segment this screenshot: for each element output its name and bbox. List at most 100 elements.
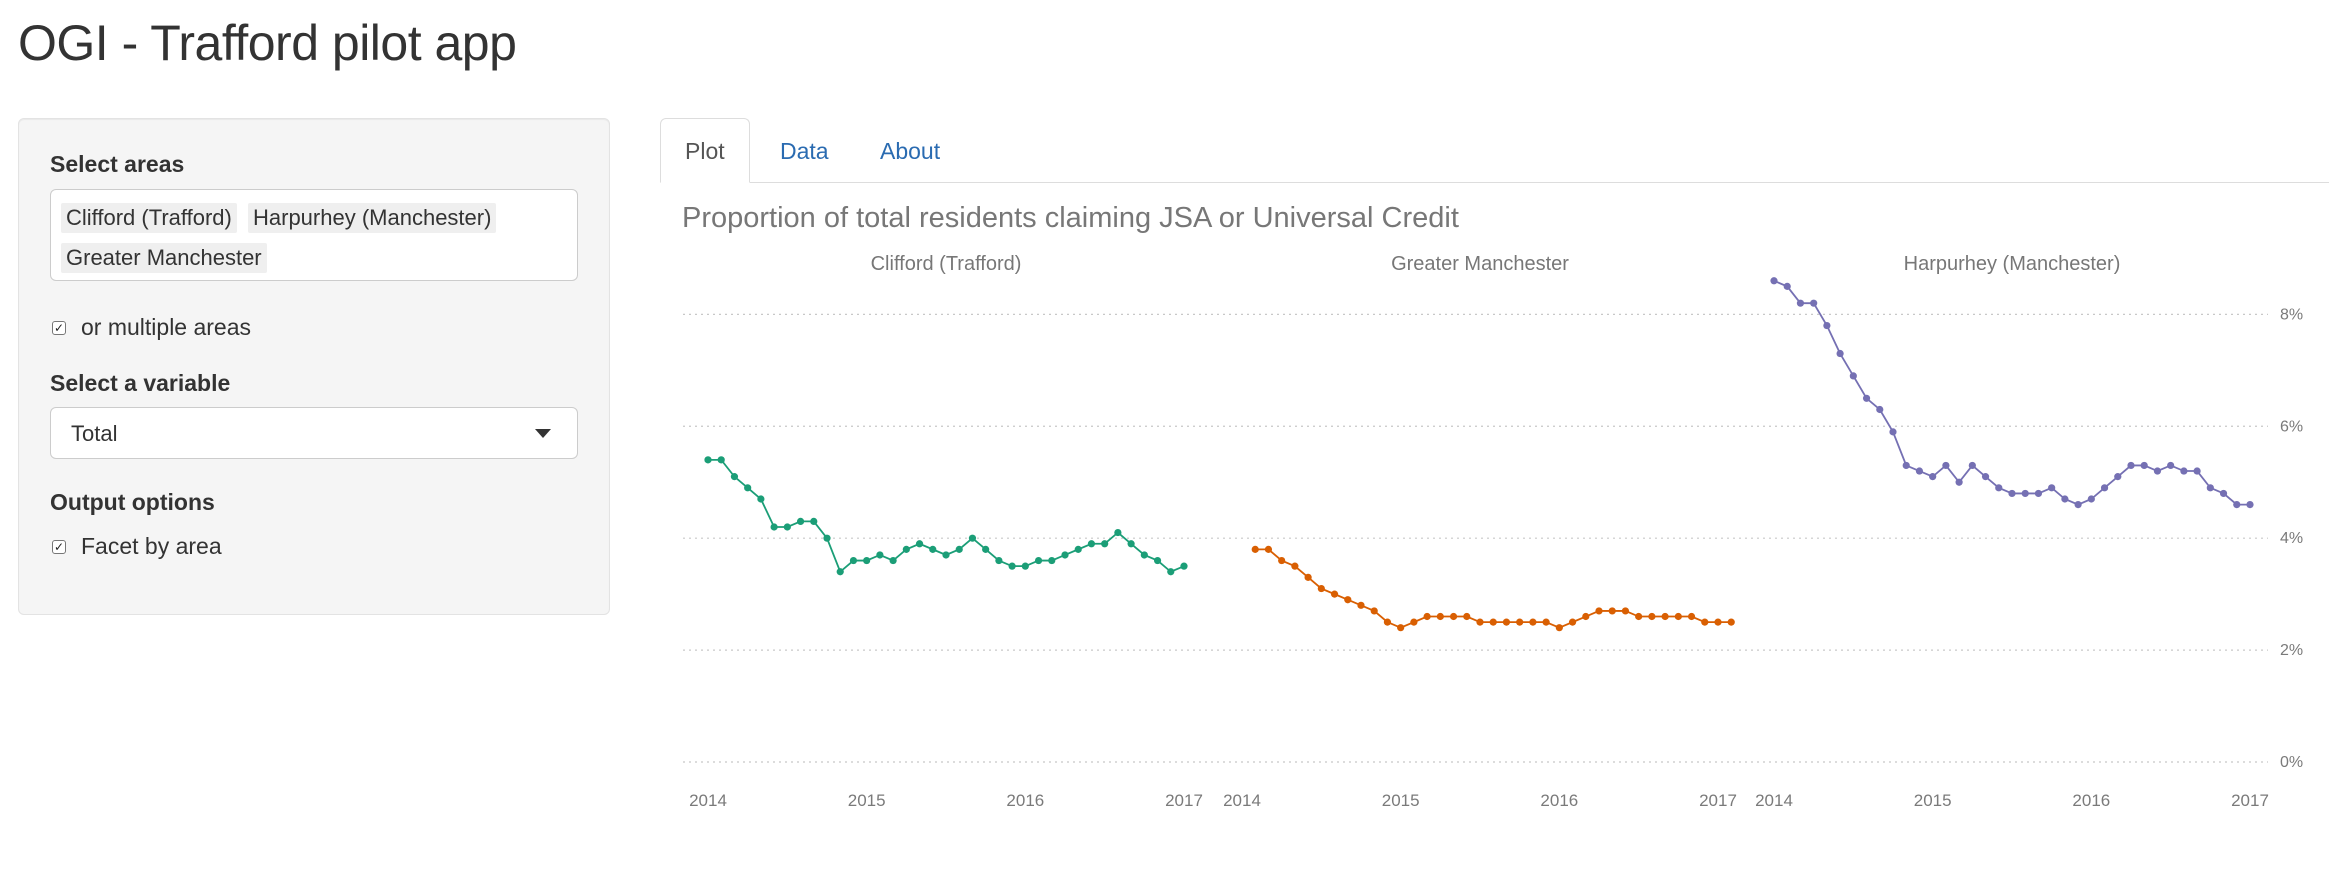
data-point: [836, 568, 844, 576]
data-point: [2034, 489, 2043, 498]
data-point: [770, 523, 778, 531]
sidebar-panel: Select areas Clifford (Trafford) Harpurh…: [18, 118, 610, 615]
data-point: [1304, 573, 1312, 581]
data-point: [810, 517, 818, 525]
data-point: [1436, 612, 1444, 621]
data-point: [2114, 473, 2122, 481]
data-point: [1727, 618, 1735, 626]
data-point: [1770, 277, 1778, 285]
data-point: [2061, 495, 2069, 503]
data-point: [757, 495, 765, 503]
x-tick-label: 2015: [1914, 791, 1952, 810]
data-point: [1836, 349, 1844, 358]
facet-checkbox-row[interactable]: ✓ Facet by area: [52, 533, 222, 560]
data-point: [2206, 484, 2214, 492]
series-line-greater-manchester: [1255, 548, 1732, 629]
x-tick-label: 2016: [1006, 791, 1044, 810]
data-point: [1995, 484, 2003, 492]
data-point: [1087, 540, 1096, 548]
data-point: [849, 556, 858, 565]
y-tick-label: 6%: [2280, 418, 2303, 435]
data-point: [863, 556, 871, 565]
multiple-areas-label: or multiple areas: [81, 314, 252, 340]
data-point: [1251, 545, 1259, 553]
data-point: [1516, 618, 1524, 626]
data-point: [2087, 495, 2095, 503]
output-options-label: Output options: [50, 489, 215, 515]
data-point: [915, 540, 924, 548]
data-point: [995, 556, 1003, 565]
data-point: [1955, 478, 1963, 486]
x-tick-label: 2015: [1382, 791, 1420, 810]
data-point: [1291, 562, 1299, 570]
data-point: [1796, 299, 1805, 307]
multiple-areas-checkbox[interactable]: ✓: [52, 320, 66, 335]
data-point: [1981, 473, 1990, 481]
data-point: [1264, 545, 1273, 553]
y-tick-label: 2%: [2280, 642, 2303, 659]
data-point: [1862, 394, 1871, 402]
data-point: [902, 545, 910, 553]
data-point: [1823, 321, 1831, 330]
x-tick-label: 2014: [689, 791, 727, 810]
data-point: [1449, 612, 1458, 621]
facet-by-area-label: Facet by area: [81, 533, 222, 559]
x-tick-label: 2016: [2072, 791, 2110, 810]
data-point: [2140, 461, 2148, 470]
data-point: [1489, 618, 1497, 626]
data-point: [1463, 612, 1471, 621]
tab-about[interactable]: About: [880, 138, 941, 164]
tab-plot[interactable]: Plot: [660, 118, 750, 183]
data-point: [1783, 282, 1791, 290]
x-tick-label: 2017: [1165, 791, 1203, 810]
check-icon: ✓: [53, 320, 65, 335]
data-point: [1101, 540, 1109, 548]
data-point: [2167, 461, 2175, 470]
data-point: [2048, 484, 2056, 492]
data-point: [942, 551, 950, 559]
data-point: [1074, 545, 1082, 553]
data-point: [1383, 618, 1392, 626]
data-point: [796, 517, 805, 525]
data-point: [1542, 618, 1550, 626]
data-point: [1555, 624, 1563, 632]
data-point: [730, 473, 739, 481]
data-point: [744, 484, 752, 492]
data-point: [704, 456, 712, 464]
data-point: [1968, 461, 1976, 470]
data-point: [1529, 618, 1537, 626]
data-point: [1008, 562, 1016, 570]
multiple-areas-checkbox-row[interactable]: ✓ or multiple areas: [52, 314, 251, 341]
data-point: [1502, 618, 1511, 626]
data-point: [929, 545, 937, 553]
data-point: [1153, 556, 1162, 565]
data-point: [2219, 489, 2228, 498]
app-title: OGI - Trafford pilot app: [18, 15, 517, 71]
data-point: [1370, 607, 1378, 615]
data-point: [1140, 551, 1148, 559]
data-point: [1701, 618, 1709, 626]
data-point: [1621, 607, 1630, 615]
tab-data[interactable]: Data: [780, 138, 829, 164]
data-point: [1849, 372, 1857, 380]
data-point: [1127, 540, 1135, 548]
y-tick-label: 8%: [2280, 306, 2303, 323]
area-chip-greater-manchester[interactable]: Greater Manchester: [61, 243, 267, 273]
data-point: [1714, 618, 1722, 626]
area-chip-clifford[interactable]: Clifford (Trafford): [61, 203, 237, 233]
data-point: [1114, 528, 1122, 537]
variable-select[interactable]: Total: [50, 407, 578, 459]
data-point: [1661, 612, 1669, 621]
data-point: [1687, 612, 1696, 621]
data-point: [1357, 601, 1365, 609]
select-variable-label: Select a variable: [50, 370, 231, 396]
facet-title-greater-manchester: Greater Manchester: [1391, 253, 1569, 275]
check-icon: ✓: [53, 539, 65, 554]
select-areas-input[interactable]: Clifford (Trafford) Harpurhey (Mancheste…: [50, 189, 578, 281]
area-chip-harpurhey[interactable]: Harpurhey (Manchester): [248, 203, 497, 233]
data-point: [1810, 299, 1818, 307]
data-point: [2246, 501, 2254, 509]
facet-checkbox[interactable]: ✓: [52, 539, 66, 554]
data-point: [876, 551, 884, 559]
y-tick-label: 4%: [2280, 530, 2303, 547]
